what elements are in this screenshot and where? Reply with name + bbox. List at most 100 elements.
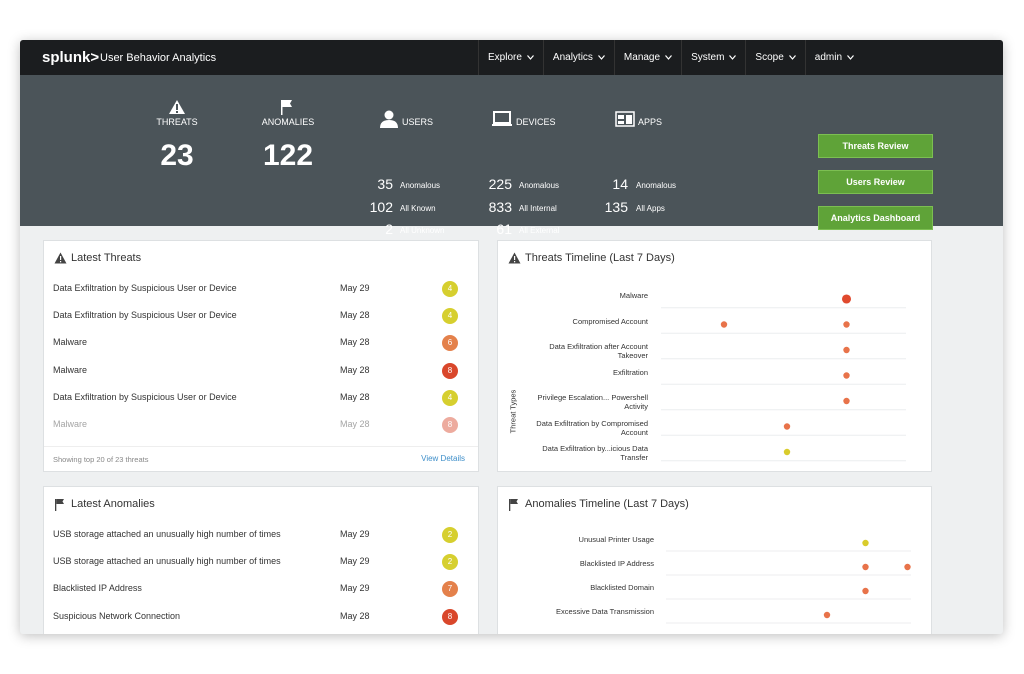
- stat-value[interactable]: 61: [496, 221, 512, 237]
- threats-timeline-panel: Threats Timeline (Last 7 Days) Threat Ty…: [497, 240, 932, 472]
- timeline-dot[interactable]: [862, 539, 869, 547]
- stat-value[interactable]: 102: [369, 198, 393, 215]
- row-name: Malware: [53, 419, 88, 429]
- score-badge: 6: [442, 335, 458, 352]
- button[interactable]: Users Review: [818, 170, 933, 194]
- timeline-dot[interactable]: [843, 346, 850, 354]
- timeline-dot[interactable]: [841, 294, 852, 304]
- caret-icon: [847, 55, 854, 60]
- row-name: Data Exfiltration by Suspicious User or …: [53, 391, 237, 402]
- caret: [665, 55, 673, 60]
- score-badge: 8: [442, 608, 458, 625]
- menu-item[interactable]: admin: [804, 40, 863, 75]
- flag-icon: [509, 499, 518, 511]
- menu-item[interactable]: Analytics: [542, 40, 614, 75]
- list-row[interactable]: Suspicious Network Connection May 28 8: [44, 608, 478, 629]
- row-date: May 28: [340, 364, 370, 375]
- row-date: May 29: [340, 556, 370, 567]
- stat-label: All External: [519, 226, 560, 235]
- menu-label: Scope: [755, 52, 784, 63]
- stat-value[interactable]: 135: [604, 198, 628, 215]
- score-badge: 8: [442, 417, 458, 433]
- button[interactable]: Threats Review: [818, 134, 933, 158]
- warning-icon: [54, 252, 67, 264]
- score-badge: 8: [442, 362, 458, 379]
- timeline-plot: [666, 539, 911, 624]
- category-label: Blacklisted Domain: [590, 583, 654, 592]
- score-badge: 2: [442, 527, 458, 543]
- list-row[interactable]: Data Exfiltration by Suspicious User or …: [44, 281, 478, 301]
- list-row[interactable]: USB storage attached an unusually high n…: [44, 527, 478, 547]
- latest-threats-panel: Latest Threats Showing top 20 of 23 thre…: [43, 240, 479, 472]
- devices-label: DEVICES: [516, 117, 556, 127]
- stat-value[interactable]: 35: [377, 176, 393, 192]
- logo[interactable]: splunk>: [42, 49, 100, 66]
- row-name: Suspicious Network Connection: [53, 610, 181, 621]
- list-row[interactable]: Malware May 28 6: [44, 335, 478, 355]
- list-row[interactable]: Data Exfiltration by Suspicious User or …: [44, 389, 478, 410]
- row-date: May 28: [340, 310, 370, 321]
- menu-item[interactable]: Manage: [613, 40, 681, 75]
- threats-value[interactable]: 23: [160, 139, 194, 172]
- panel-title: Latest Threats: [71, 252, 142, 264]
- stat-label: All Unknown: [400, 226, 445, 235]
- score-badge: 7: [442, 581, 458, 598]
- stat-value[interactable]: 14: [612, 176, 628, 192]
- timeline-dot[interactable]: [843, 321, 850, 328]
- view-details-link[interactable]: View Details: [421, 454, 465, 463]
- anomalies-value[interactable]: 122: [262, 139, 314, 172]
- panel-title: Threats Timeline (Last 7 Days): [525, 252, 675, 264]
- timeline-dot[interactable]: [783, 448, 791, 456]
- caret-icon: [729, 55, 737, 60]
- stat-label: All Known: [400, 203, 436, 213]
- score-badge: 4: [442, 308, 458, 325]
- warning-icon: [508, 252, 521, 264]
- apps-label: APPS: [638, 117, 663, 127]
- category-label: Malware: [619, 291, 648, 300]
- menu-label: Explore: [488, 52, 522, 63]
- category-label: Blacklisted IP Address: [579, 559, 654, 568]
- caret-icon: [788, 55, 796, 60]
- menu-item[interactable]: System: [681, 40, 745, 75]
- timeline-dot[interactable]: [904, 563, 911, 571]
- warning-icon: [169, 100, 185, 114]
- apps-icon: [615, 111, 635, 127]
- menu-item[interactable]: Scope: [745, 40, 804, 75]
- category-label: Data Exfiltration after Account Takeover: [549, 342, 648, 360]
- panel-title: Anomalies Timeline (Last 7 Days): [525, 498, 689, 510]
- menu-item[interactable]: Explore: [478, 40, 543, 75]
- menu-label: Manage: [623, 52, 661, 63]
- timeline-dot[interactable]: [783, 423, 791, 430]
- timeline-dot[interactable]: [823, 611, 831, 619]
- category-label: Data Exfiltration by Compromised Account: [536, 418, 648, 437]
- timeline-dot[interactable]: [862, 587, 869, 595]
- flag-icon: [55, 499, 64, 511]
- stat-value[interactable]: 2: [385, 221, 393, 237]
- row-name: Data Exfiltration by Suspicious User or …: [53, 283, 237, 293]
- list-row[interactable]: Data Exfiltration by Suspicious User or …: [44, 308, 478, 328]
- timeline-plot: [661, 294, 906, 462]
- row-name: USB storage attached an unusually high n…: [53, 529, 281, 539]
- timeline-dot[interactable]: [843, 372, 850, 379]
- caret: [526, 55, 534, 60]
- row-date: May 28: [340, 419, 370, 429]
- caret-icon: [526, 55, 534, 60]
- score-badge: 4: [442, 281, 458, 297]
- list-row[interactable]: Blacklisted IP Address May 29 7: [44, 581, 478, 601]
- row-date: May 29: [340, 583, 370, 594]
- list-row[interactable]: USB storage attached an unusually high n…: [44, 554, 478, 574]
- timeline-dot[interactable]: [720, 321, 728, 328]
- menu-label: admin: [814, 52, 843, 63]
- device-icon: [492, 111, 512, 126]
- timeline-dot[interactable]: [843, 397, 850, 405]
- stat-value[interactable]: 833: [488, 198, 512, 215]
- anomalies-timeline-panel: Anomalies Timeline (Last 7 Days) Unusual…: [497, 486, 932, 634]
- score-badge: 2: [442, 554, 458, 571]
- list-row[interactable]: Malware May 28 8: [44, 417, 478, 437]
- panel-title: Latest Anomalies: [71, 498, 155, 510]
- list-row[interactable]: Malware May 28 8: [44, 362, 478, 383]
- timeline-dot[interactable]: [862, 563, 869, 571]
- button[interactable]: Analytics Dashboard: [818, 206, 933, 230]
- stat-value[interactable]: 225: [488, 176, 512, 192]
